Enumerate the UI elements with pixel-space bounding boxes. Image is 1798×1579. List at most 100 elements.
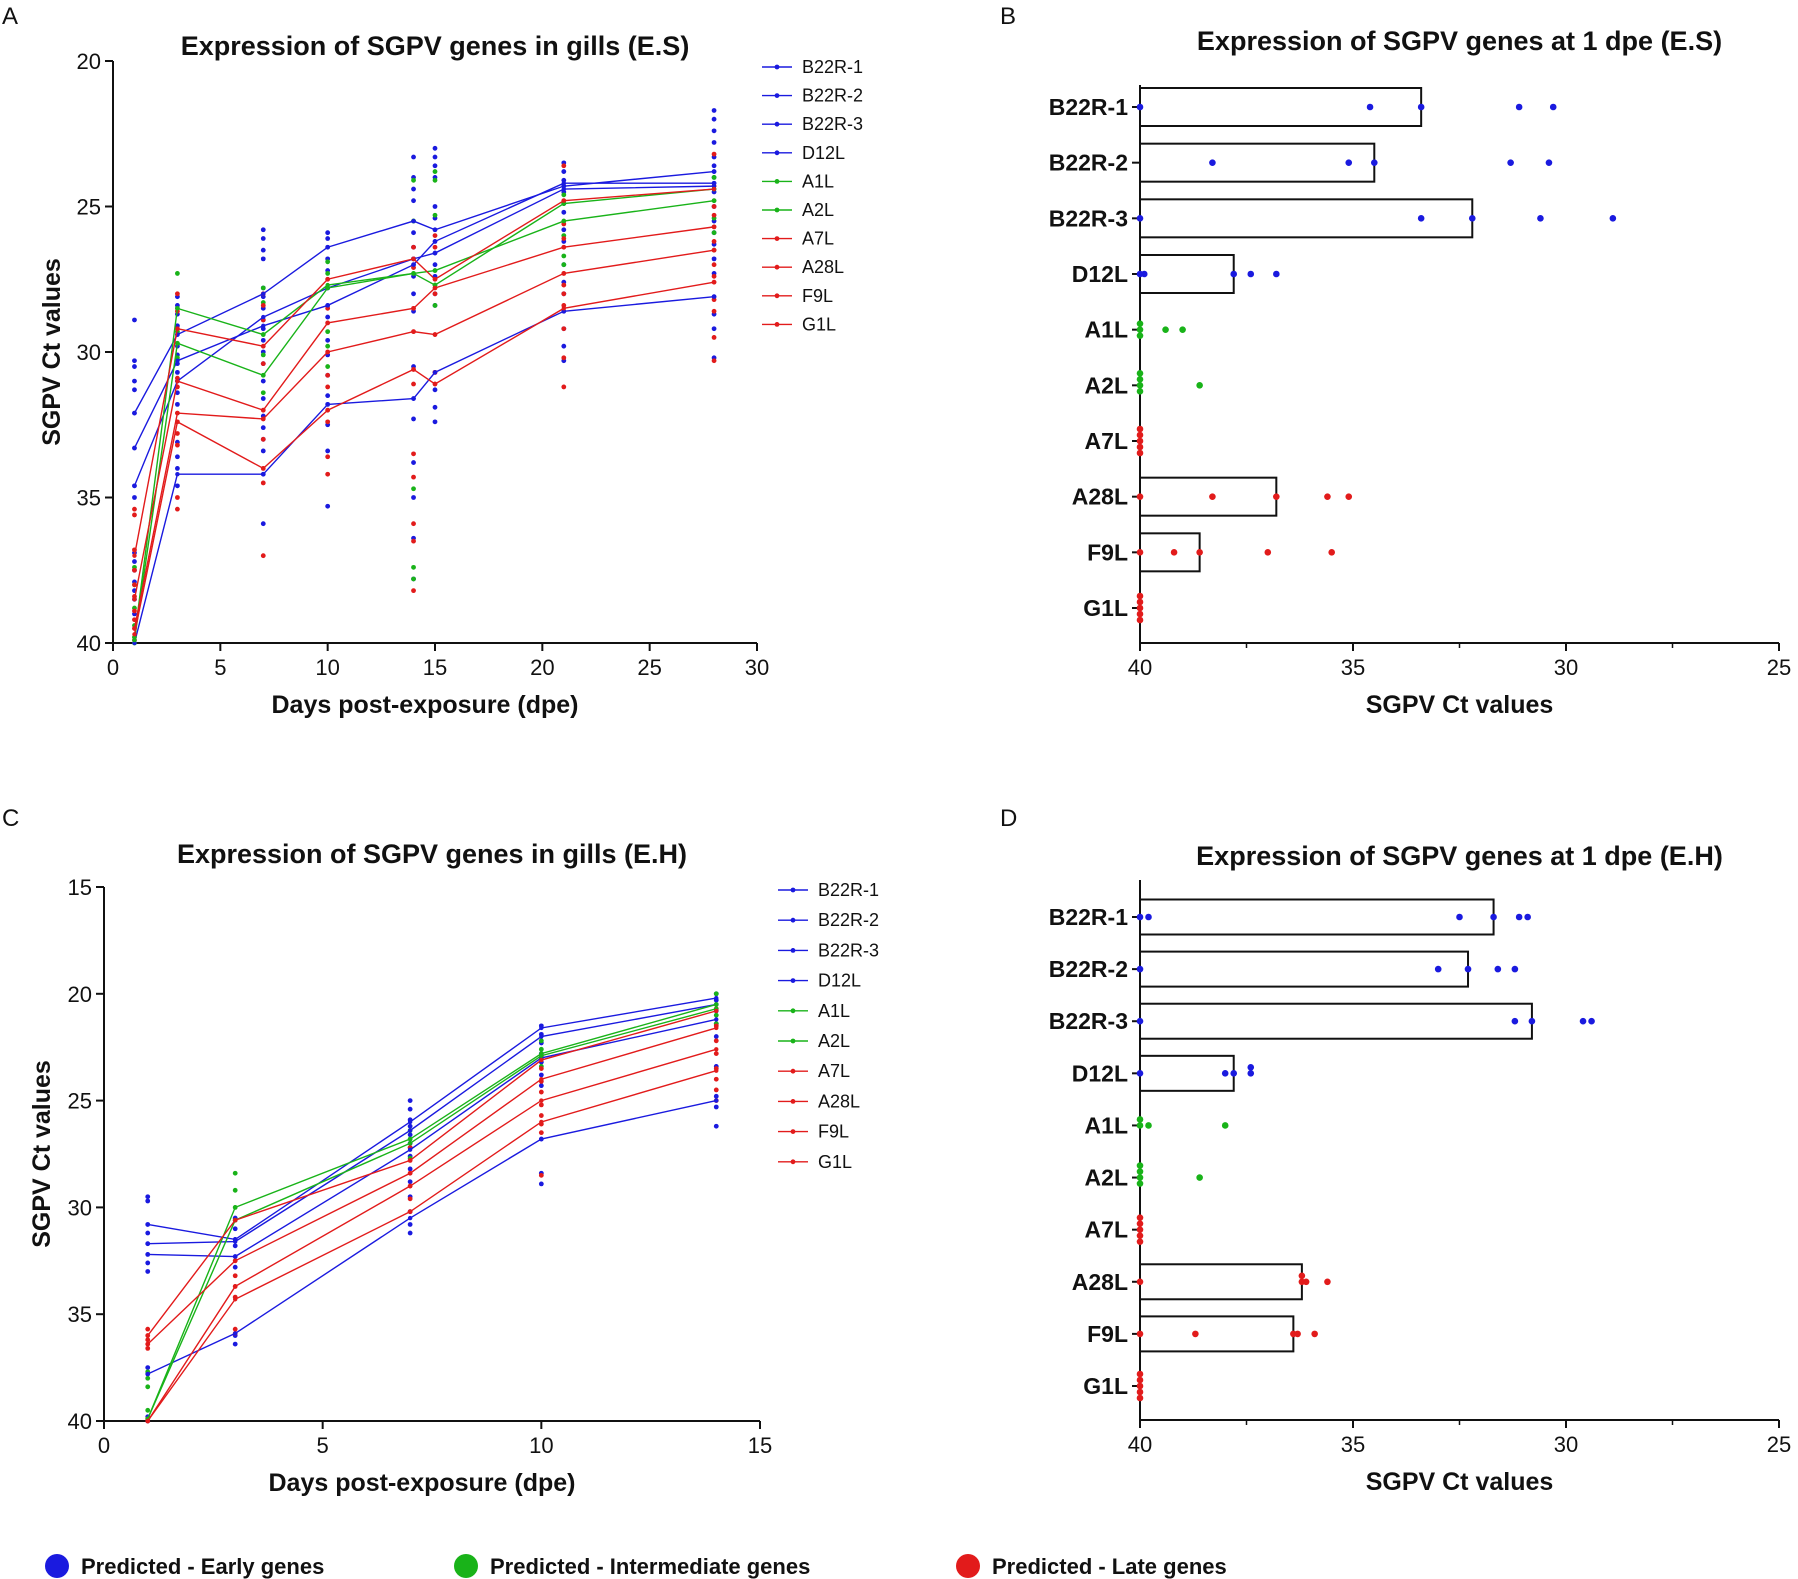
replicate-point xyxy=(1136,1226,1144,1233)
replicate-point xyxy=(1136,1382,1144,1390)
category-label: B22R-2 xyxy=(1049,150,1128,176)
series-line-a1l xyxy=(147,1003,717,1420)
replicate-point xyxy=(432,419,438,425)
replicate-point xyxy=(260,303,266,308)
x-tick-label: 10 xyxy=(315,655,339,680)
replicate-point xyxy=(175,483,180,489)
legend-label: A28L xyxy=(802,257,844,277)
category-label: B22R-1 xyxy=(1049,904,1128,930)
series-mean-point xyxy=(711,169,717,174)
replicate-point xyxy=(1456,913,1463,921)
replicate-point xyxy=(713,991,719,997)
replicate-point xyxy=(538,1083,544,1089)
series-mean-point xyxy=(233,1297,238,1302)
replicate-point xyxy=(132,559,137,564)
replicate-point xyxy=(1507,159,1514,166)
category-label: A1L xyxy=(1085,1112,1128,1138)
panel-label: C xyxy=(2,805,19,832)
replicate-point xyxy=(325,236,331,241)
replicate-point xyxy=(1136,965,1144,973)
series-mean-point xyxy=(233,1239,238,1244)
series-mean-point xyxy=(132,445,137,451)
series-mean-point xyxy=(711,247,717,253)
replicate-point xyxy=(411,474,416,480)
legend-label: B22R-2 xyxy=(818,910,879,930)
replicate-point xyxy=(1311,1330,1318,1338)
x-axis-label: Days post-exposure (dpe) xyxy=(268,1469,575,1497)
legend-marker xyxy=(790,948,796,953)
replicate-point xyxy=(132,358,137,364)
y-tick-label: 25 xyxy=(77,195,101,220)
replicate-point xyxy=(232,1243,238,1249)
replicate-point xyxy=(407,1222,413,1227)
legend-dot-late xyxy=(956,1554,980,1578)
series-mean-point xyxy=(561,181,566,186)
legend-marker xyxy=(774,293,780,299)
replicate-point xyxy=(325,471,331,477)
replicate-point xyxy=(432,163,438,169)
series-mean-point xyxy=(711,294,717,299)
replicate-point xyxy=(711,175,717,180)
replicate-point xyxy=(538,1072,544,1078)
replicate-point xyxy=(1136,437,1144,445)
replicate-point xyxy=(1196,382,1203,389)
replicate-point xyxy=(1145,913,1152,921)
series-mean-point xyxy=(233,1205,238,1210)
replicate-point xyxy=(145,1230,151,1236)
x-axis-label: SGPV Ct values xyxy=(1366,691,1554,719)
replicate-point xyxy=(1136,1162,1144,1169)
replicate-point xyxy=(1221,1122,1229,1129)
replicate-point xyxy=(325,230,331,236)
replicate-point xyxy=(411,381,416,387)
replicate-point xyxy=(1273,270,1280,278)
x-axis-label: Days post-exposure (dpe) xyxy=(271,691,578,719)
series-mean-point xyxy=(132,410,137,416)
replicate-point xyxy=(411,416,416,422)
series-line-f9l xyxy=(147,1048,717,1422)
category-label: F9L xyxy=(1087,539,1128,565)
replicate-point xyxy=(538,1038,544,1044)
bar-a28l xyxy=(1139,476,1278,517)
series-mean-point xyxy=(132,483,137,489)
replicate-point xyxy=(1196,1174,1203,1181)
category-label: F9L xyxy=(1087,1321,1128,1347)
legend-marker xyxy=(774,207,780,213)
replicate-point xyxy=(260,436,266,442)
chart-title: Expression of SGPV genes in gills (E.H) xyxy=(177,839,687,869)
series-mean-point xyxy=(261,291,266,296)
replicate-point xyxy=(1273,493,1280,500)
series-mean-point xyxy=(407,1141,413,1146)
bar-d12l xyxy=(1139,1054,1235,1092)
replicate-point xyxy=(713,1038,719,1044)
series-mean-point xyxy=(233,1258,238,1264)
replicate-point xyxy=(1328,549,1335,556)
legend-label: A2L xyxy=(802,200,834,220)
replicate-point xyxy=(145,1194,151,1200)
replicate-point xyxy=(132,512,137,518)
panel-label: D xyxy=(1000,805,1017,832)
replicate-point xyxy=(1136,610,1144,618)
replicate-point xyxy=(711,273,717,279)
series-mean-point xyxy=(411,306,416,311)
series-mean-point xyxy=(432,239,438,244)
series-mean-point xyxy=(539,1053,544,1058)
replicate-point xyxy=(325,419,331,425)
replicate-point xyxy=(260,521,266,527)
bar-b22r-2 xyxy=(1139,950,1470,988)
replicate-point xyxy=(260,361,266,367)
series-line-a1l xyxy=(133,188,715,638)
bar-b22r-2 xyxy=(1139,142,1376,183)
replicate-point xyxy=(561,227,567,233)
replicate-point xyxy=(1434,965,1442,973)
y-tick-label: 40 xyxy=(68,1409,92,1434)
series-mean-point xyxy=(407,1171,413,1176)
replicate-point xyxy=(232,1326,238,1332)
series-mean-point xyxy=(411,218,416,224)
replicate-point xyxy=(260,448,266,454)
y-tick-label: 20 xyxy=(77,49,101,74)
replicate-point xyxy=(432,262,438,268)
replicate-point xyxy=(407,1123,413,1129)
replicate-point xyxy=(232,1226,238,1232)
y-axis-label: SGPV Ct values xyxy=(38,258,66,446)
series-mean-point xyxy=(261,373,266,378)
